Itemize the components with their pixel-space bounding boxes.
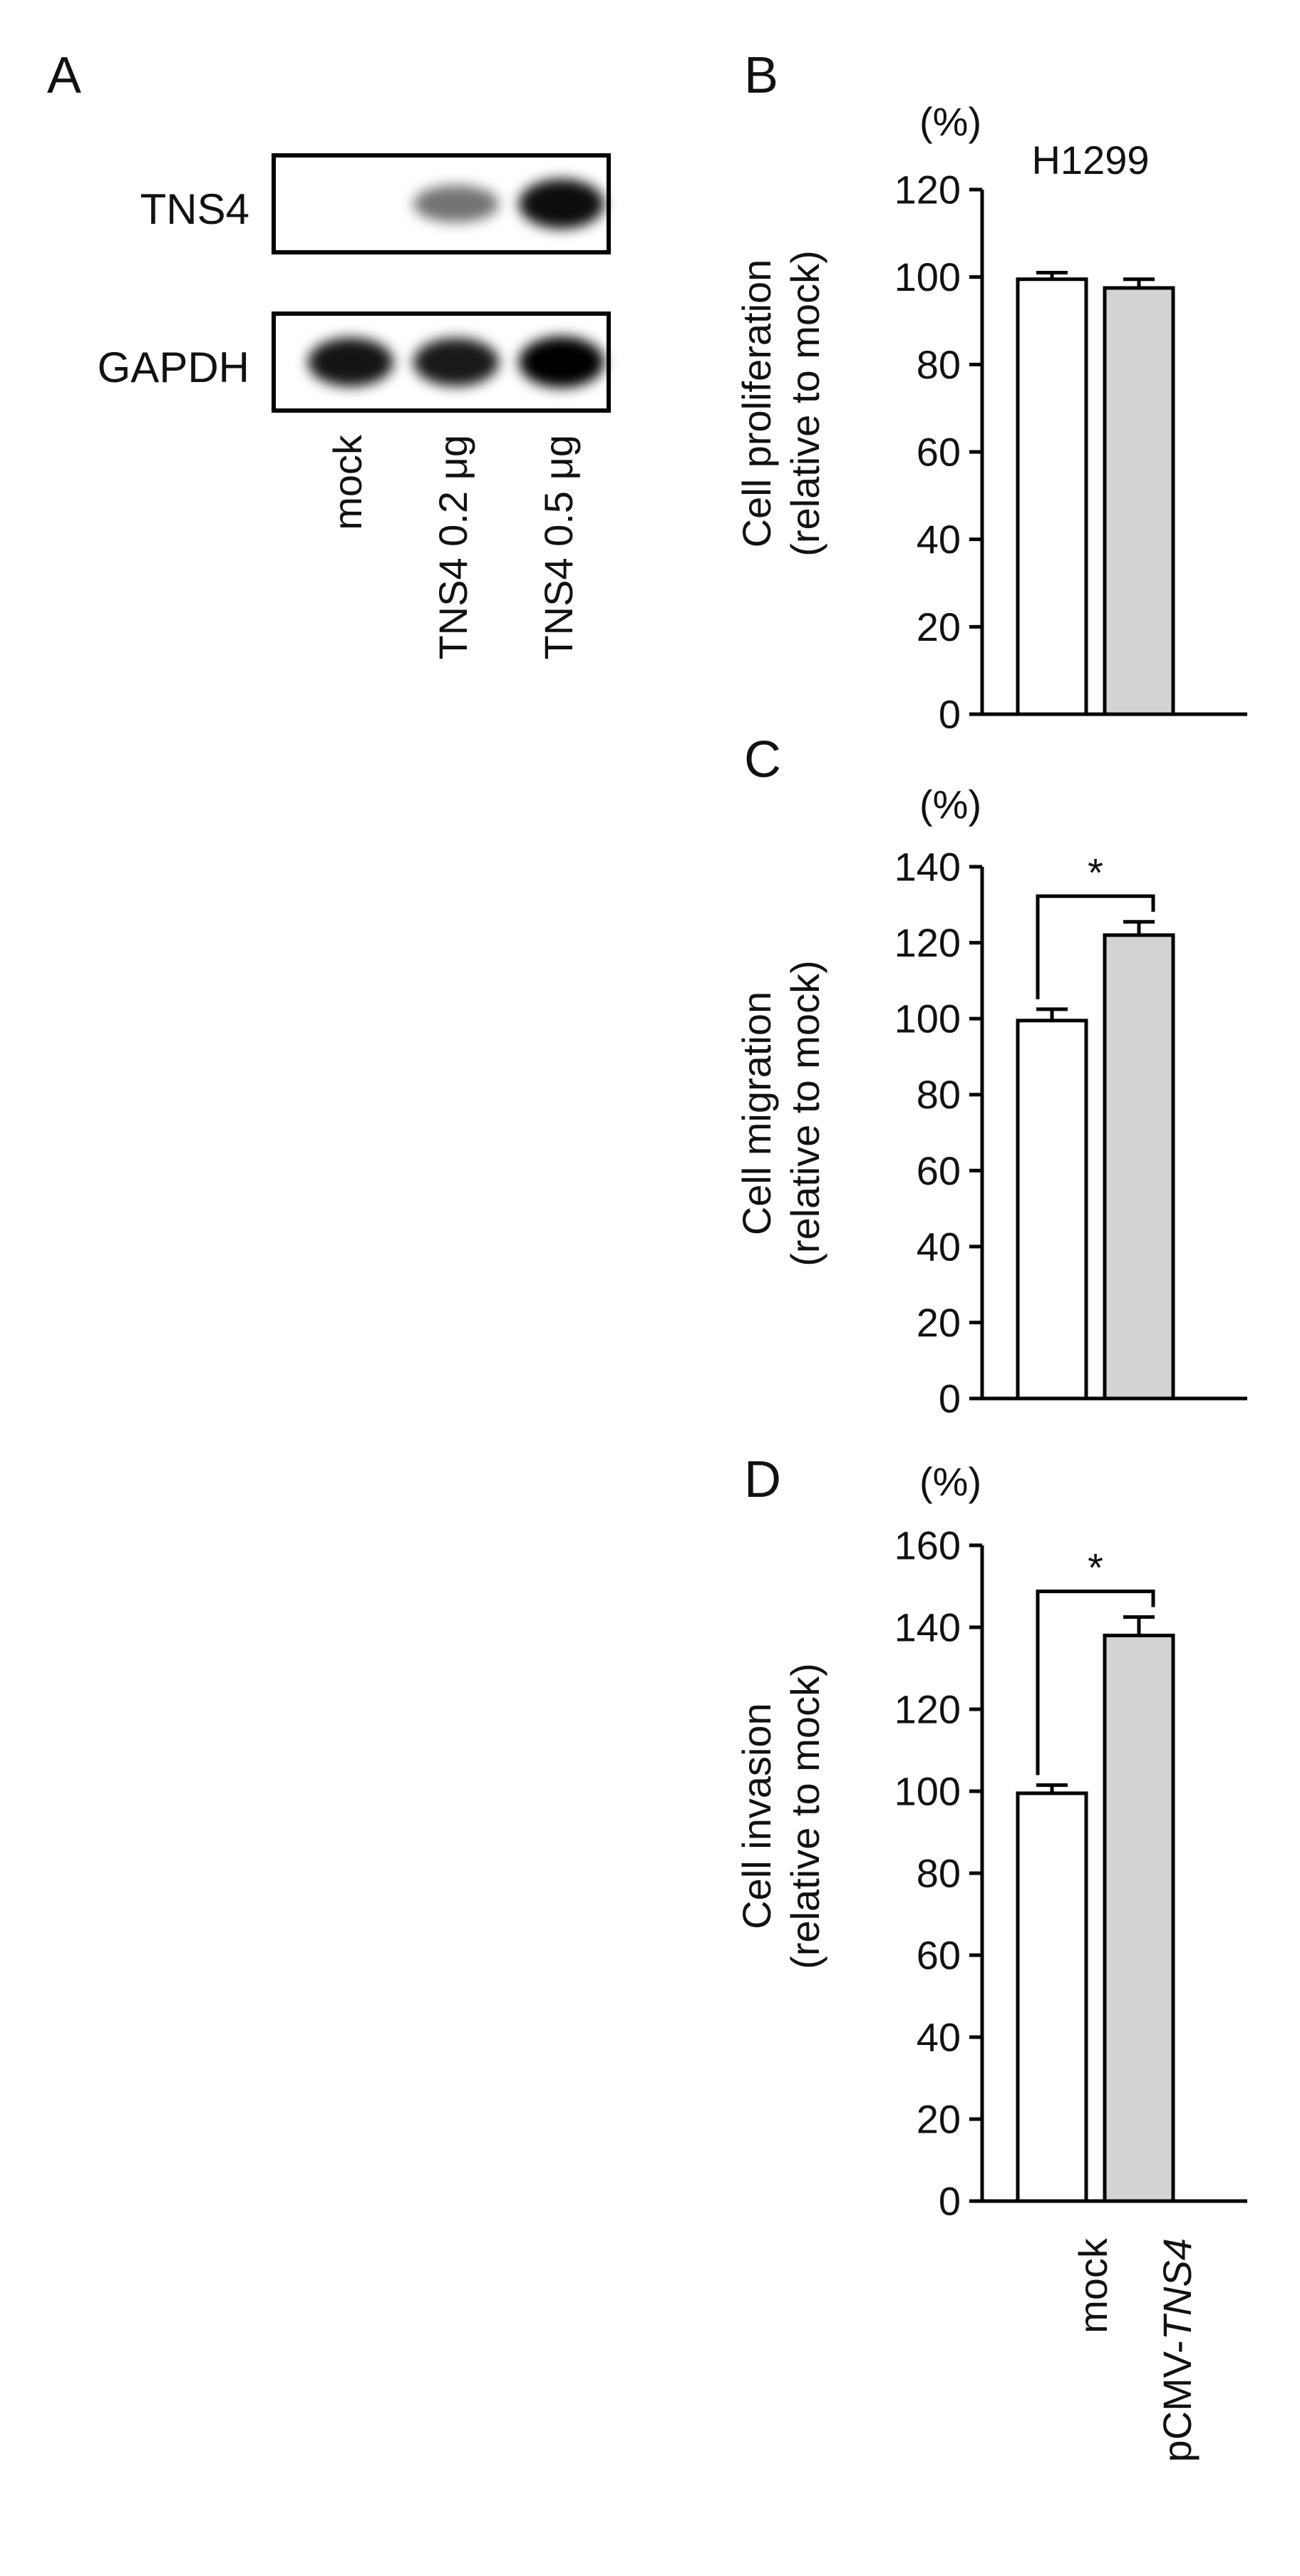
chart-b-tick-label-80: 80 (917, 342, 961, 387)
chart-d-tick-label-20: 20 (917, 2097, 961, 2142)
x-label-pcmv-prefix: pCMV- (1155, 2340, 1200, 2462)
lane-label-mock: mock (325, 434, 370, 530)
chart-b-tick-label-60: 60 (917, 430, 961, 475)
chart-c-bar-2 (1103, 933, 1175, 1401)
chart-d-unit: (%) (919, 1459, 981, 1504)
chart-b-ylabel-line1: Cell proliferation (734, 259, 779, 548)
panel-letter-d: D (744, 1451, 781, 1508)
chart-b-bar-2 (1103, 286, 1175, 716)
blot-band-gapdh-lane-1 (308, 337, 393, 387)
chart-d-ylabel-line2: (relative to mock) (783, 1663, 827, 1969)
chart-d-tick-label-60: 60 (917, 1933, 961, 1978)
chart-d-bar-2 (1103, 1634, 1175, 2203)
panel-letter-a: A (47, 47, 81, 104)
panel-letter-c: C (744, 731, 781, 788)
blot-band-tns4-lane-2 (413, 185, 499, 223)
blot-band-tns4-lane-3 (519, 179, 604, 229)
chart-c: C (%) Cell migration (relative to mock) … (734, 731, 1247, 1421)
chart-b-tick-label-100: 100 (894, 254, 961, 299)
lane-label-tns4-0.5: TNS4 0.5 μg (536, 435, 581, 660)
chart-d-tick-label-80: 80 (917, 1851, 961, 1896)
chart-d-tick-label-160: 160 (894, 1523, 961, 1568)
blot-band-gapdh-lane-3 (519, 336, 604, 388)
chart-d-ylabel-line1: Cell invasion (734, 1703, 779, 1930)
blot-tns4 (272, 153, 611, 254)
chart-c-tick-label-0: 0 (939, 1376, 961, 1421)
chart-d-significance-star: * (1088, 1545, 1103, 1590)
chart-c-tick-label-20: 20 (917, 1300, 961, 1345)
chart-c-significance-bracket (1036, 894, 1155, 999)
chart-c-tick-label-40: 40 (917, 1224, 961, 1269)
chart-c-significance-star: * (1088, 850, 1103, 895)
chart-c-bar-1 (1016, 1019, 1088, 1401)
chart-b-unit: (%) (919, 99, 981, 144)
chart-c-ylabel-line2: (relative to mock) (783, 960, 827, 1266)
chart-c-tick-label-60: 60 (917, 1148, 961, 1193)
blot-label-tns4: TNS4 (140, 185, 249, 233)
chart-c-ylabel-line1: Cell migration (734, 991, 779, 1235)
chart-b-tick-label-120: 120 (894, 168, 961, 212)
x-label-pcmv-gene: TNS4 (1155, 2238, 1200, 2340)
panel-a: A TNS4 GAPDH mock TNS4 0.2 μg TNS4 0.5 μ… (47, 47, 611, 660)
chart-d: D (%) Cell invasion (relative to mock) m… (734, 1451, 1247, 2462)
chart-c-tick-label-140: 140 (894, 845, 961, 890)
lane-label-tns4-0.2: TNS4 0.2 μg (430, 435, 475, 660)
chart-c-tick-label-80: 80 (917, 1072, 961, 1117)
blot-band-gapdh-lane-2 (413, 338, 499, 386)
blot-label-gapdh: GAPDH (98, 344, 249, 391)
x-label-mock: mock (1071, 2237, 1115, 2334)
chart-b-tick-label-0: 0 (939, 692, 961, 737)
chart-d-tick-label-40: 40 (917, 2015, 961, 2060)
chart-c-unit: (%) (919, 782, 981, 827)
blot-gapdh (272, 311, 611, 413)
chart-d-bar-1 (1016, 1791, 1088, 2203)
chart-d-tick-label-100: 100 (894, 1769, 961, 1814)
chart-d-significance-bracket (1036, 1590, 1155, 1776)
chart-d-tick-label-0: 0 (939, 2179, 961, 2224)
panel-letter-b: B (744, 47, 778, 104)
chart-b-bar-1 (1016, 277, 1088, 716)
chart-b-ylabel-line2: (relative to mock) (783, 250, 827, 556)
chart-b: B (%) H1299 Cell proliferation (relative… (734, 47, 1247, 737)
chart-d-tick-label-140: 140 (894, 1605, 961, 1650)
chart-b-tick-label-20: 20 (917, 604, 961, 649)
chart-b-tick-label-40: 40 (917, 517, 961, 562)
x-label-pcmv-tns4: pCMV-TNS4 (1155, 2238, 1200, 2462)
chart-d-tick-label-120: 120 (894, 1687, 961, 1732)
chart-c-tick-label-120: 120 (894, 920, 961, 965)
chart-c-tick-label-100: 100 (894, 996, 961, 1041)
chart-b-title: H1299 (1031, 138, 1149, 182)
